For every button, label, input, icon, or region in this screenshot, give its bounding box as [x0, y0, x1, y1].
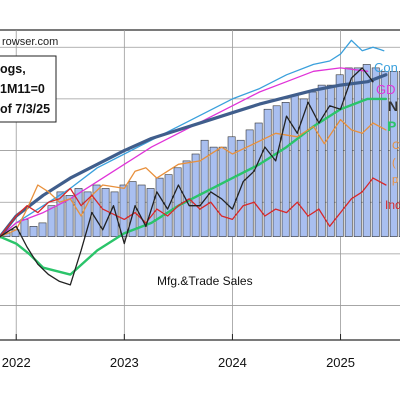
- bar-mfg-trade-sales: [173, 167, 182, 237]
- bar-mfg-trade-sales: [119, 184, 128, 237]
- bar-mfg-trade-sales: [389, 71, 398, 237]
- bar-mfg-trade-sales: [326, 84, 335, 237]
- bar-mfg-trade-sales: [371, 67, 380, 237]
- series-label-p: P: [387, 118, 396, 134]
- bar-mfg-trade-sales: [344, 67, 353, 237]
- info-box: ogs, 1M11=0 of 7/3/25: [0, 55, 57, 123]
- info-box-line-2: 1M11=0: [0, 82, 45, 96]
- bar-mfg-trade-sales: [227, 136, 236, 237]
- bar-mfg-trade-sales: [245, 129, 254, 237]
- x-tick-label: 2024: [218, 355, 247, 370]
- annotation-mfg-trade-sales: Mfg.&Trade Sales: [157, 274, 253, 288]
- series-line-nonfarm: [0, 73, 388, 239]
- series-label-paren: (: [392, 157, 396, 169]
- info-box-line-3: of 7/3/25: [0, 102, 50, 116]
- series-label-gd: GD: [376, 82, 396, 97]
- bar-mfg-trade-sales: [272, 105, 281, 237]
- bar-mfg-trade-sales: [65, 195, 74, 237]
- bar-mfg-trade-sales: [353, 67, 362, 237]
- series-label-p-small: p: [392, 174, 398, 186]
- bar-mfg-trade-sales: [299, 98, 308, 237]
- bar-mfg-trade-sales: [137, 184, 146, 237]
- source-text: rowser.com: [2, 36, 58, 48]
- bar-mfg-trade-sales: [290, 95, 299, 237]
- series-line-mfg-trade-sales-line: [0, 67, 374, 286]
- bar-mfg-trade-sales: [317, 84, 326, 237]
- bar-mfg-trade-sales: [200, 139, 209, 237]
- bar-mfg-trade-sales: [218, 146, 227, 237]
- series-label-c: C: [392, 140, 400, 152]
- bars-group: [2, 64, 400, 237]
- bar-mfg-trade-sales: [20, 219, 29, 237]
- series-line-gdp: [0, 67, 369, 238]
- series-line-consumption-orange: [0, 118, 387, 238]
- bar-mfg-trade-sales: [380, 71, 389, 237]
- bar-mfg-trade-sales: [335, 74, 344, 237]
- info-box-line-1: ogs,: [0, 62, 26, 76]
- bar-mfg-trade-sales: [263, 108, 272, 237]
- series-label-ind: Ind: [385, 198, 400, 212]
- x-tick-label: 2022: [2, 355, 31, 370]
- bar-mfg-trade-sales: [29, 226, 38, 237]
- x-tick-label: 2023: [110, 355, 139, 370]
- bar-mfg-trade-sales: [155, 177, 164, 237]
- series-label-con: Con: [374, 60, 398, 75]
- bar-mfg-trade-sales: [47, 205, 56, 237]
- lines-group: [0, 39, 388, 286]
- bar-mfg-trade-sales: [38, 222, 47, 237]
- series-line-industrial-production: [0, 177, 387, 238]
- bar-mfg-trade-sales: [92, 184, 101, 237]
- x-tick-label: 2025: [326, 355, 355, 370]
- x-axis: 2022 2023 2024 2025: [2, 334, 355, 370]
- bar-mfg-trade-sales: [362, 64, 371, 237]
- bar-mfg-trade-sales: [254, 122, 263, 237]
- bar-mfg-trade-sales: [281, 102, 290, 237]
- series-label-n: N: [388, 98, 398, 114]
- bar-mfg-trade-sales: [56, 191, 65, 237]
